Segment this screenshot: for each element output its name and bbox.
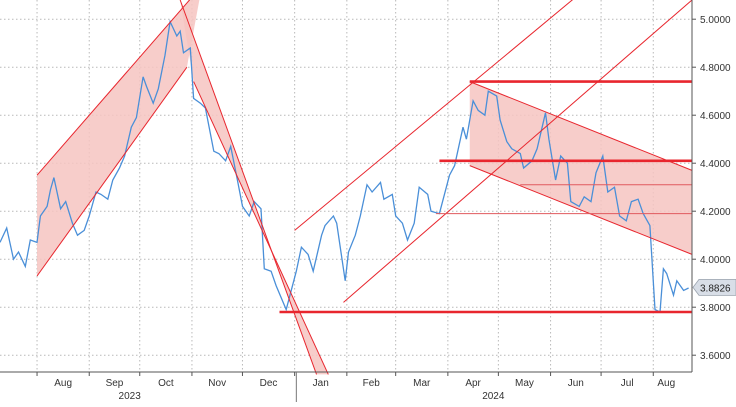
- axes: [0, 0, 693, 402]
- trend-line: [343, 0, 693, 303]
- y-tick-label: 4.2000: [700, 207, 731, 218]
- trend-line: [294, 0, 573, 231]
- price-series-line: [0, 19, 689, 313]
- channel-bands: [37, 0, 692, 375]
- x-tick-label: May: [515, 378, 534, 389]
- x-year-label: 2024: [482, 391, 505, 402]
- trend-channel-edge: [193, 81, 329, 375]
- y-tick-label: 4.8000: [700, 63, 731, 74]
- last-value-box: [692, 278, 736, 296]
- trend-channel-band: [469, 81, 692, 255]
- y-tick-label: 5.0000: [700, 15, 731, 26]
- x-tick-label: Jun: [568, 378, 584, 389]
- y-tick-label: 4.4000: [700, 159, 731, 170]
- x-tick-label: Aug: [54, 378, 72, 389]
- x-year-label: 2023: [119, 391, 142, 402]
- x-tick-label: Dec: [260, 378, 278, 389]
- trend-channel-band: [37, 0, 200, 276]
- y-tick-label: 4.0000: [700, 255, 731, 266]
- trend-channel-edge: [179, 0, 318, 375]
- trend-channel-edge: [469, 81, 693, 171]
- x-axis-ticks: Aug Sep Oct Nov Dec Jan Feb Mar Apr May Jun Jul Aug 2…: [36, 372, 675, 402]
- y-axis-ticks: 3.6000 3.8000 4.0000 4.2000 4.4000 4.6000 4.80…: [692, 15, 731, 362]
- last-value-marker: 3.8826: [692, 278, 736, 296]
- trend-channel-edge: [469, 165, 693, 255]
- x-tick-label: Jul: [621, 378, 634, 389]
- y-tick-label: 3.6000: [700, 351, 731, 362]
- x-tick-label: Mar: [413, 378, 431, 389]
- trend-channel-edge: [36, 0, 191, 176]
- x-tick-label: Apr: [465, 378, 481, 389]
- y-tick-label: 4.6000: [700, 111, 731, 122]
- x-tick-label: Nov: [208, 378, 226, 389]
- trend-channel-band: [180, 0, 329, 375]
- trend-channel-edge: [36, 66, 188, 277]
- x-tick-label: Oct: [158, 378, 174, 389]
- x-tick-label: Sep: [106, 378, 124, 389]
- x-tick-label: Aug: [657, 378, 675, 389]
- annotation-lines: [36, 0, 693, 375]
- last-value-label: 3.8826: [700, 283, 731, 294]
- y-tick-label: 3.8000: [700, 303, 731, 314]
- x-tick-label: Jan: [313, 378, 329, 389]
- x-tick-label: Feb: [363, 378, 381, 389]
